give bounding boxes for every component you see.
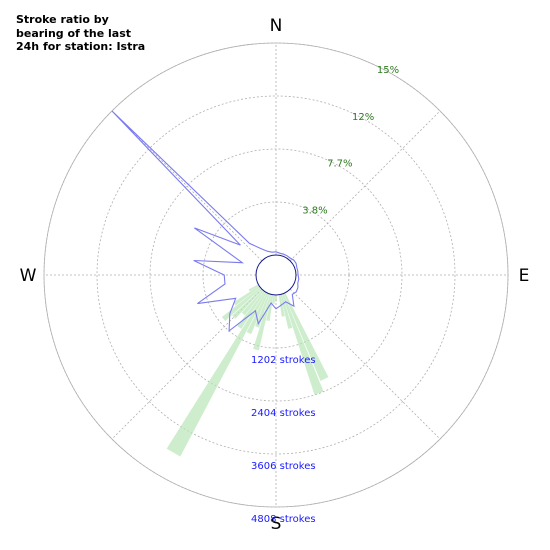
ring-pct-label: 3.8% xyxy=(302,206,327,217)
stroke-bar xyxy=(266,294,274,322)
compass-label-w: W xyxy=(20,266,37,286)
stroke-bar xyxy=(253,294,272,351)
compass-label-e: E xyxy=(519,266,530,286)
grid-spoke xyxy=(111,110,263,262)
stroke-bar xyxy=(232,288,263,319)
compass-label-s: S xyxy=(271,514,282,534)
ratio-line xyxy=(111,110,300,333)
stroke-bar xyxy=(255,293,270,328)
stroke-bar xyxy=(241,289,264,316)
stroke-bar xyxy=(246,292,269,335)
center-circle xyxy=(255,254,297,296)
ring-count-label: 3606 strokes xyxy=(251,461,316,472)
ring-count-label: 2404 strokes xyxy=(251,408,316,419)
ring-pct-label: 15% xyxy=(377,65,399,76)
ring-pct-label: 7.7% xyxy=(327,159,352,170)
grid-ring xyxy=(96,95,456,455)
stroke-bar xyxy=(278,294,285,317)
ring-count-label: 4808 strokes xyxy=(251,514,316,525)
outer-ring xyxy=(43,42,509,508)
stroke-bar xyxy=(248,284,260,292)
stroke-bar xyxy=(233,285,261,306)
grid-spoke xyxy=(111,288,263,440)
ratio-line-series xyxy=(111,110,300,333)
compass-label-n: N xyxy=(270,16,283,36)
stroke-bar xyxy=(221,287,262,322)
stroke-bar xyxy=(166,291,267,457)
grid-spoke xyxy=(289,288,441,440)
axis-labels: N E S W 3.8% 7.7% 12% 15% 1202 strokes 2404 strok… xyxy=(20,16,530,534)
ring-pct-label: 12% xyxy=(352,112,374,123)
stroke-bar xyxy=(282,293,324,395)
polar-grid xyxy=(43,42,509,508)
ring-count-label: 1202 strokes xyxy=(251,355,316,366)
chart-title: Stroke ratio by bearing of the last 24h … xyxy=(16,13,146,53)
stroke-bar xyxy=(283,292,329,381)
grid-spoke xyxy=(289,110,441,262)
stroke-bar xyxy=(280,294,293,329)
stroke-bars xyxy=(166,284,329,457)
stroke-bar xyxy=(272,294,276,304)
stroke-bar xyxy=(274,294,278,302)
